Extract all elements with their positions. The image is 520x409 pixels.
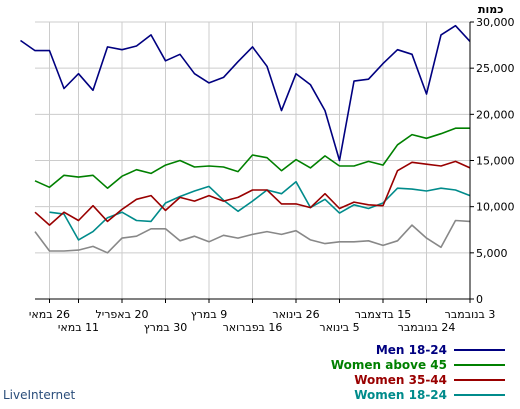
legend-label: Women 35-44 (354, 373, 447, 387)
legend-label: Women 18-24 (354, 388, 447, 402)
series-line-women-above-45 (34, 127, 470, 189)
y-tick-label: 5,000 (476, 247, 508, 260)
x-tick-label: 26 בינואר (272, 308, 319, 321)
x-tick-label: 20 באפריל (96, 308, 149, 321)
series-line-men-18-24 (20, 24, 471, 162)
x-tick-label: 26 במאי (29, 308, 70, 321)
x-tick-label: 5 בינואר (319, 321, 359, 334)
x-tick-label: 16 בפברואר (223, 321, 283, 334)
legend-label: Men 18-24 (376, 343, 447, 357)
y-axis-title: כמות (478, 3, 503, 16)
series-line-women-18-24 (49, 180, 471, 241)
legend-label: Women above 45 (331, 358, 447, 372)
x-tick-label: 24 בנובמבר (398, 321, 456, 334)
x-tick-label: 3 בנובמבר (445, 308, 496, 321)
series-line-men-35-44 (34, 219, 471, 254)
x-tick-label: 30 במרץ (144, 321, 187, 334)
y-tick-label: 10,000 (476, 201, 515, 214)
series-line-women-35-44 (34, 160, 471, 226)
x-tick-label: 15 בדצמבר (355, 308, 411, 321)
y-tick-label: 0 (476, 293, 483, 306)
x-tick-label: 11 במאי (58, 321, 99, 334)
y-tick-label: 30,000 (476, 16, 515, 29)
y-tick-label: 20,000 (476, 108, 515, 121)
y-tick-label: 15,000 (476, 155, 515, 168)
watermark-text: LiveInternet (3, 388, 75, 402)
y-tick-label: 25,000 (476, 62, 515, 75)
x-tick-label: 9 במרץ (191, 308, 227, 321)
